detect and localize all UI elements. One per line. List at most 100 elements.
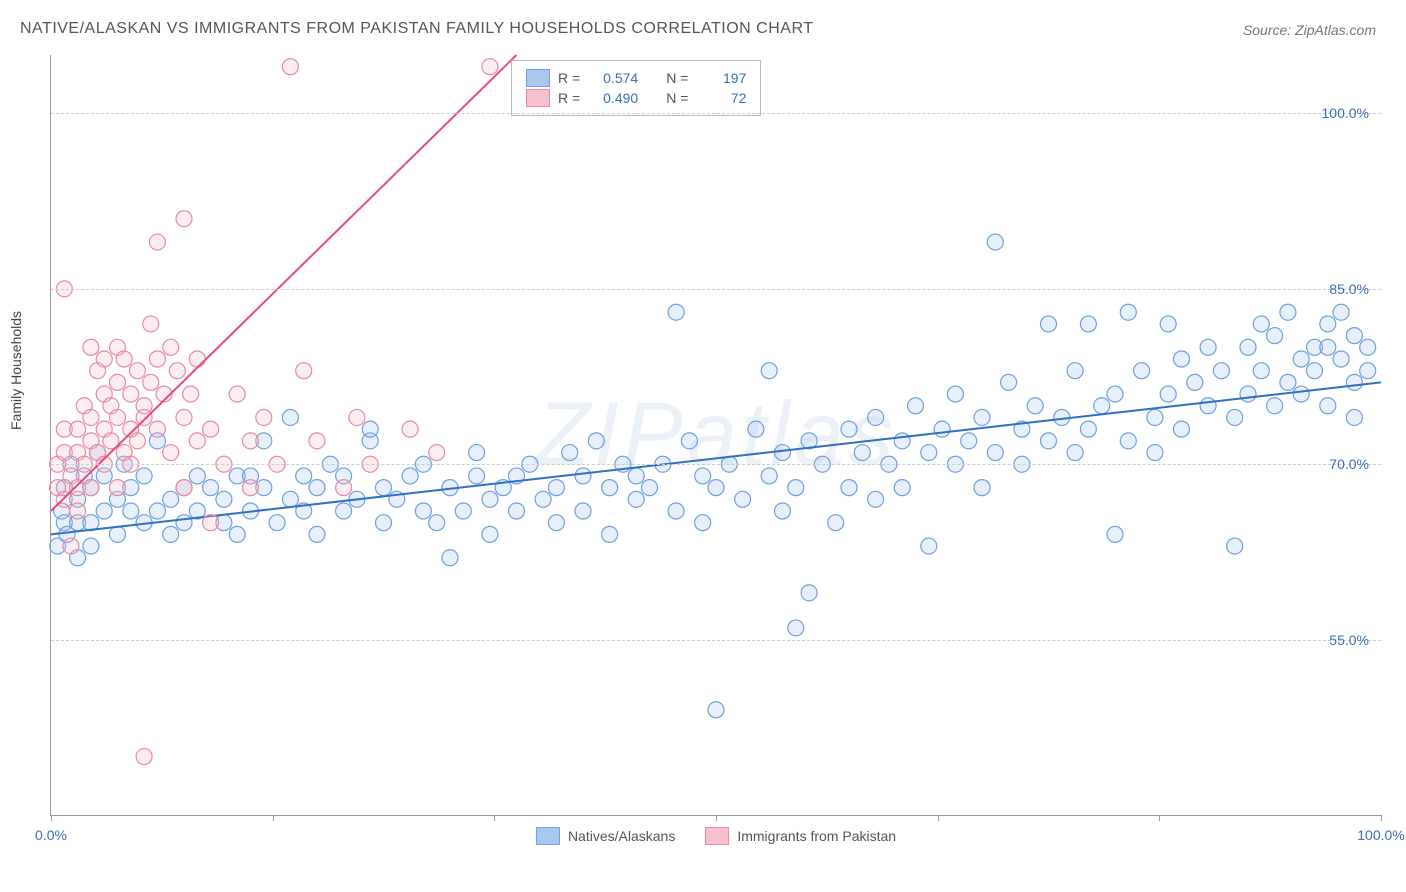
gridline [51, 640, 1381, 641]
data-point [695, 515, 711, 531]
data-point [110, 374, 126, 390]
data-point [1333, 304, 1349, 320]
data-point [1160, 316, 1176, 332]
data-point [83, 409, 99, 425]
data-point [961, 433, 977, 449]
data-point [83, 480, 99, 496]
stats-legend-row: R = 0.574 N = 197 [526, 69, 746, 87]
data-point [1001, 374, 1017, 390]
data-point [415, 503, 431, 519]
legend-label: Immigrants from Pakistan [737, 828, 896, 844]
data-point [828, 515, 844, 531]
data-point [70, 421, 86, 437]
data-point [775, 503, 791, 519]
data-point [1240, 386, 1256, 402]
data-point [1360, 363, 1376, 379]
y-tick-label: 70.0% [1329, 456, 1369, 472]
data-point [562, 445, 578, 461]
y-axis-label: Family Households [8, 311, 24, 430]
data-point [183, 386, 199, 402]
data-point [868, 491, 884, 507]
n-label: N = [666, 70, 688, 86]
data-point [1107, 526, 1123, 542]
stats-legend: R = 0.574 N = 197 R = 0.490 N = 72 [511, 60, 761, 116]
gridline [51, 113, 1381, 114]
data-point [349, 409, 365, 425]
data-point [296, 468, 312, 484]
x-tick-label: 0.0% [35, 827, 67, 843]
r-label: R = [558, 90, 580, 106]
data-point [695, 468, 711, 484]
data-point [282, 491, 298, 507]
data-point [1253, 316, 1269, 332]
trend-line [51, 55, 517, 511]
data-point [1147, 445, 1163, 461]
data-point [1174, 351, 1190, 367]
data-point [1187, 374, 1203, 390]
data-point [70, 503, 86, 519]
data-point [894, 480, 910, 496]
data-point [442, 550, 458, 566]
data-point [575, 503, 591, 519]
data-point [668, 503, 684, 519]
data-point [535, 491, 551, 507]
r-value: 0.574 [588, 70, 638, 86]
legend-swatch-pink [705, 827, 729, 845]
data-point [548, 480, 564, 496]
data-point [1041, 316, 1057, 332]
data-point [921, 445, 937, 461]
data-point [482, 526, 498, 542]
y-tick-label: 85.0% [1329, 281, 1369, 297]
data-point [708, 480, 724, 496]
data-point [96, 503, 112, 519]
data-point [681, 433, 697, 449]
r-label: R = [558, 70, 580, 86]
data-point [429, 515, 445, 531]
n-label: N = [666, 90, 688, 106]
data-point [708, 702, 724, 718]
data-point [63, 538, 79, 554]
data-point [402, 421, 418, 437]
data-point [1360, 339, 1376, 355]
data-point [1134, 363, 1150, 379]
data-point [376, 480, 392, 496]
data-point [1240, 339, 1256, 355]
data-point [256, 409, 272, 425]
data-point [1267, 398, 1283, 414]
data-point [282, 409, 298, 425]
x-tick-label: 100.0% [1357, 827, 1404, 843]
x-tick-mark [716, 815, 717, 821]
data-point [336, 503, 352, 519]
data-point [83, 339, 99, 355]
data-point [189, 351, 205, 367]
data-point [1293, 386, 1309, 402]
legend-label: Natives/Alaskans [568, 828, 675, 844]
data-point [1107, 386, 1123, 402]
data-point [588, 433, 604, 449]
data-point [1267, 328, 1283, 344]
data-point [169, 363, 185, 379]
data-point [788, 620, 804, 636]
legend-swatch-pink [526, 89, 550, 107]
data-point [1227, 538, 1243, 554]
data-point [761, 363, 777, 379]
data-point [149, 351, 165, 367]
data-point [974, 409, 990, 425]
data-point [934, 421, 950, 437]
data-point [668, 304, 684, 320]
data-point [203, 515, 219, 531]
source-attribution: Source: ZipAtlas.com [1243, 22, 1376, 38]
data-point [1280, 374, 1296, 390]
data-point [176, 211, 192, 227]
data-point [83, 538, 99, 554]
data-point [894, 433, 910, 449]
data-point [947, 386, 963, 402]
data-point [136, 749, 152, 765]
legend-item-blue: Natives/Alaskans [536, 827, 675, 845]
data-point [110, 409, 126, 425]
n-value: 197 [696, 70, 746, 86]
data-point [854, 445, 870, 461]
data-point [974, 480, 990, 496]
data-point [163, 339, 179, 355]
data-point [602, 480, 618, 496]
